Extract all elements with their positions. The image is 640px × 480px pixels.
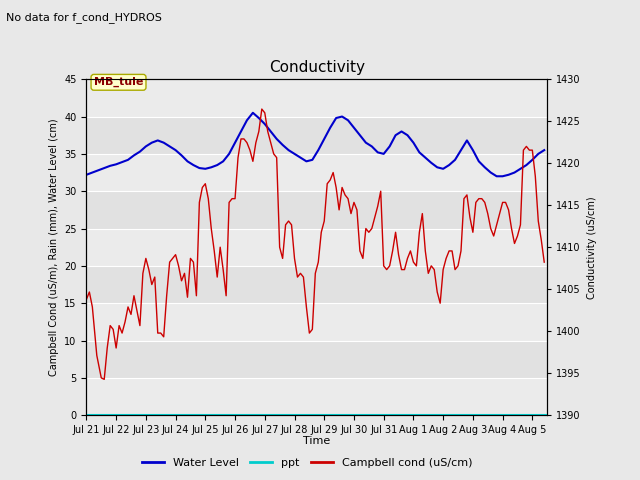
Bar (86, 266, 547, 303)
Text: No data for f_cond_HYDROS: No data for f_cond_HYDROS (6, 12, 163, 23)
Bar (86, 191, 547, 228)
Bar (86, 340, 547, 378)
X-axis label: Time: Time (303, 436, 330, 446)
Bar (86, 117, 547, 154)
Title: Conductivity: Conductivity (269, 60, 365, 75)
Y-axis label: Campbell Cond (uS/m), Rain (mm), Water Level (cm): Campbell Cond (uS/m), Rain (mm), Water L… (49, 119, 59, 376)
Text: MB_tule: MB_tule (94, 77, 143, 87)
Y-axis label: Conductivity (uS/cm): Conductivity (uS/cm) (586, 196, 596, 299)
Legend: Water Level, ppt, Campbell cond (uS/cm): Water Level, ppt, Campbell cond (uS/cm) (138, 453, 477, 472)
